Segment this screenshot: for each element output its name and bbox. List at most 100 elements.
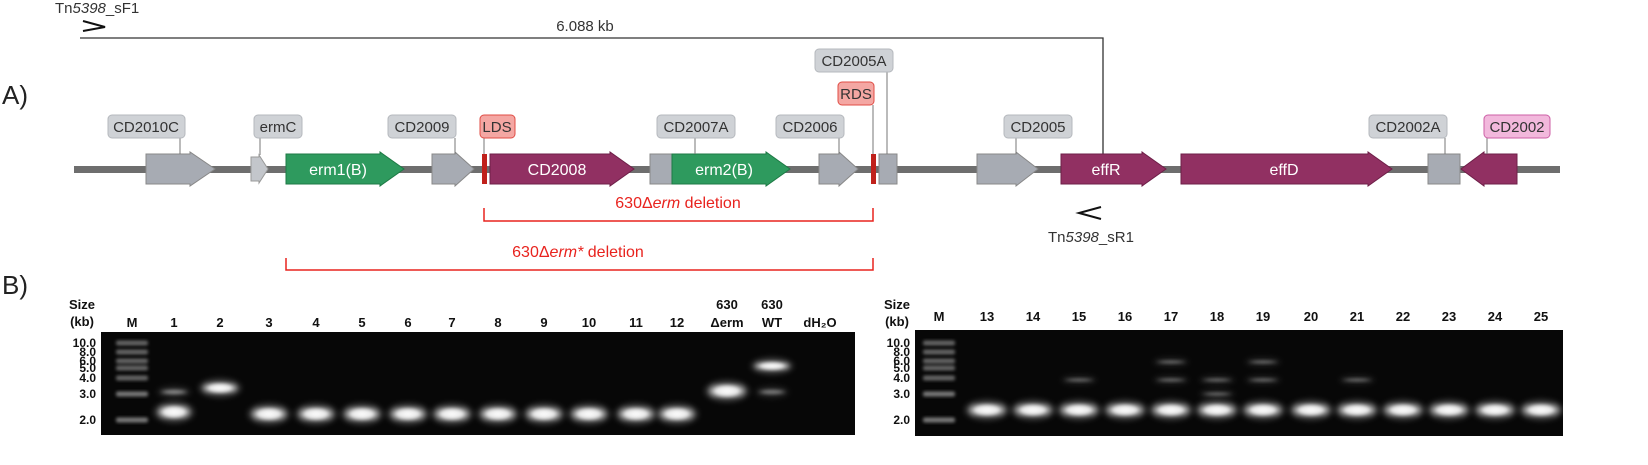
gel2-ladder-label: 8.0 <box>893 345 910 359</box>
tag-cd2005a-box <box>814 48 894 73</box>
gel1-lane-sublabel: Δerm <box>710 315 743 330</box>
deletion-label-2: 630Δerm* deletion <box>512 244 644 261</box>
gel2-ladder-label: 5.0 <box>893 361 910 375</box>
gel1-lane-label: M <box>127 315 138 330</box>
gene-erm2b-label: erm2(B) <box>695 162 753 179</box>
gel1-ladder-label: 8.0 <box>79 345 96 359</box>
gel2-lane-17-faint-band <box>1156 378 1186 382</box>
primer-reverse-label: Tn5398_sR1 <box>1048 229 1134 246</box>
gel1-lane-label: 5 <box>358 315 365 330</box>
gel1-size-unit: (kb) <box>70 314 94 329</box>
gene-cd2005-arrow <box>976 150 1039 188</box>
gene-cd2005a-box <box>878 153 898 185</box>
gel1-lane-1-band <box>157 404 191 420</box>
gel1-lane-label: 7 <box>448 315 455 330</box>
tag-cd2002a-box <box>1368 114 1448 139</box>
dna-backbone <box>74 166 1560 173</box>
tag-cd2005a-label: CD2005A <box>821 53 886 70</box>
panel-b-letter: B) <box>2 270 28 300</box>
gel2-lane-19-faint-band <box>1248 360 1278 364</box>
tag-cd2009-box <box>387 114 457 139</box>
tag-cd2007a-label: CD2007A <box>663 119 728 136</box>
gel1-lane-label: dH₂O <box>803 315 836 330</box>
tag-cd2005-box <box>1003 114 1073 139</box>
gel2-lane-17-faint-band <box>1156 360 1186 364</box>
gel1-lane-label: 630 <box>761 297 783 312</box>
gel1-size-header: Size <box>69 297 95 312</box>
gene-erm2b-arrow <box>671 151 791 187</box>
tag-ermc-box <box>253 114 303 139</box>
gel1-lane-3-band <box>251 406 287 422</box>
tag-cd2006-box <box>775 114 845 139</box>
tag-cd2006-label: CD2006 <box>782 119 837 136</box>
gene-effr-arrow <box>1060 151 1167 187</box>
gel2-lane-label: 14 <box>1026 309 1041 324</box>
gel2-ladder-label: 6.0 <box>893 354 910 368</box>
tag-cd2002-label: CD2002 <box>1489 119 1544 136</box>
tag-lds-label: LDS <box>482 119 511 136</box>
gene-cd2009-arrow <box>431 150 475 188</box>
gene-cd2006-arrow <box>818 150 859 188</box>
gene-cd2008-label: CD2008 <box>528 162 587 179</box>
gel2-lane-label: 25 <box>1534 309 1548 324</box>
gel2-lane-label: 21 <box>1350 309 1364 324</box>
gel1-lane-label: 3 <box>265 315 272 330</box>
gel2-lane-label: 24 <box>1488 309 1503 324</box>
gel2-lane-label: 17 <box>1164 309 1178 324</box>
gene-effr-label: effR <box>1091 162 1120 179</box>
gene-cd2007a-box <box>649 153 673 185</box>
gel1-lane-8-band <box>480 406 516 422</box>
gel2-ladder-label: 4.0 <box>893 371 910 385</box>
gel1-lane-label: 6 <box>404 315 411 330</box>
gel2-lane-label: 13 <box>980 309 994 324</box>
panel-a-letter: A) <box>2 80 28 110</box>
gel1-ladder-band <box>116 391 148 397</box>
amplicon-size-label: 6.088 kb <box>556 18 614 35</box>
gel1-ladder-label: 4.0 <box>79 371 96 385</box>
primer-reverse-arrow <box>1075 206 1102 220</box>
gel2-lane-label: 22 <box>1396 309 1410 324</box>
gene-cd2010c-arrow <box>145 151 216 187</box>
gene-effd-arrow <box>1180 151 1393 187</box>
gel2-ladder-label: 10.0 <box>887 336 911 350</box>
gel2-ladder-band <box>923 349 955 355</box>
gel1-lane-sublabel: WT <box>762 315 782 330</box>
gel2-lane-label: 19 <box>1256 309 1270 324</box>
gel-2 <box>915 330 1563 436</box>
rds-site <box>871 154 876 184</box>
gel2-ladder-label: 2.0 <box>893 413 910 427</box>
gel1-ladder-band <box>116 349 148 355</box>
gel2-lane-15-faint-band <box>1064 378 1094 382</box>
gel2-ladder-band <box>923 340 955 346</box>
gel2-ladder-band <box>923 365 955 371</box>
tag-cd2010c-label: CD2010C <box>113 119 179 136</box>
gel1-ladder-band <box>116 340 148 346</box>
gel1-lane-label: 1 <box>170 315 177 330</box>
gel2-lane-21-band <box>1338 403 1376 417</box>
deletion-label-1: 630Δerm deletion <box>615 195 740 212</box>
gel1-lane-1-band <box>160 389 188 395</box>
gel2-lane-21-faint-band <box>1342 378 1372 382</box>
gel1-lane-6-band <box>390 406 426 422</box>
gel2-lane-label: 23 <box>1442 309 1456 324</box>
gel2-ladder-band <box>923 417 955 423</box>
primer-forward-label: Tn5398_sF1 <box>55 0 139 17</box>
tag-cd2010c-box <box>107 114 186 139</box>
gene-erm1b-arrow <box>285 151 405 187</box>
gel1-lane-label: 12 <box>670 315 684 330</box>
gel2-lane-label: 16 <box>1118 309 1132 324</box>
gene-cd2008-arrow <box>489 151 635 187</box>
gel2-lane-label: 20 <box>1304 309 1318 324</box>
gel1-lane-9-band <box>526 406 562 422</box>
primer-forward-arrow <box>82 20 106 32</box>
gel1-lane-14-band <box>754 361 790 371</box>
gel2-lane-22-band <box>1384 403 1422 417</box>
gel1-ladder-band <box>116 417 148 423</box>
gel2-lane-17-band <box>1152 403 1190 417</box>
gel1-lane-label: 630 <box>716 297 738 312</box>
amplicon-line <box>80 37 1104 155</box>
gene-erm1b-label: erm1(B) <box>309 162 367 179</box>
lds-site <box>482 154 487 184</box>
gel1-lane-14-band <box>758 389 786 395</box>
gene-effd-label: effD <box>1269 162 1298 179</box>
